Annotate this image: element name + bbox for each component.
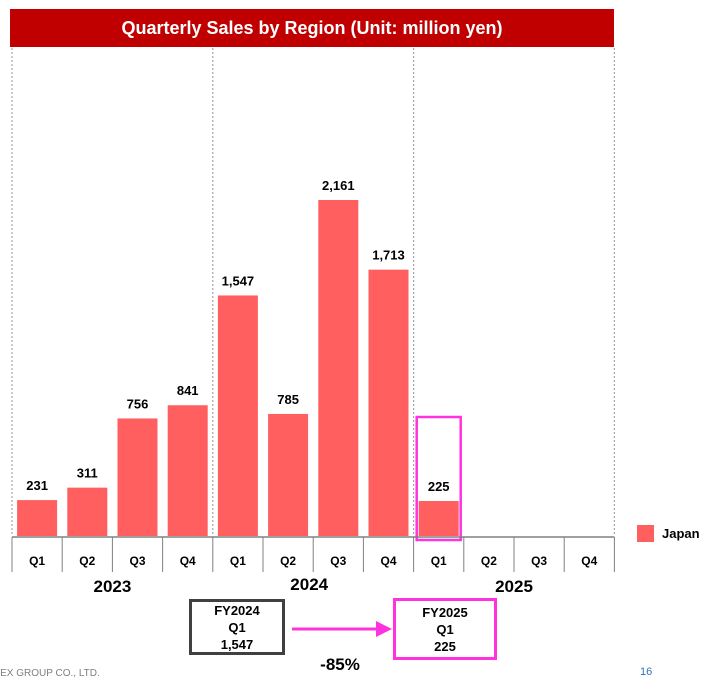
comparison-previous-label: FY2024 <box>214 602 260 618</box>
bar-3 <box>117 418 158 536</box>
x-tick-label-4: Q4 <box>180 554 196 568</box>
bar-2 <box>67 487 108 536</box>
data-label-1: 231 <box>26 478 48 493</box>
change-percentage: -85% <box>320 655 360 674</box>
highlight-box <box>415 415 462 542</box>
comparison-previous-box: FY2024 Q1 1,547 <box>189 599 285 655</box>
x-tick-label-1: Q1 <box>29 554 45 568</box>
x-tick-label-5: Q1 <box>230 554 246 568</box>
comparison-current-box: FY2025 Q1 225 <box>393 598 497 660</box>
year-label-2023: 2023 <box>93 577 131 596</box>
x-tick-label-10: Q2 <box>481 554 497 568</box>
x-tick-label-6: Q2 <box>280 554 296 568</box>
bar-4 <box>167 405 208 536</box>
x-tick-label-12: Q4 <box>581 554 597 568</box>
data-label-3: 756 <box>127 396 149 411</box>
x-tick-label-9: Q1 <box>431 554 447 568</box>
data-label-8: 1,713 <box>372 248 405 263</box>
chart-title: Quarterly Sales by Region (Unit: million… <box>10 9 614 47</box>
bar-7 <box>318 200 359 536</box>
data-label-7: 2,161 <box>322 178 355 193</box>
x-tick-label-8: Q4 <box>380 554 396 568</box>
comparison-current-label: FY2025 <box>422 604 468 620</box>
x-tick-label-3: Q3 <box>129 554 145 568</box>
legend-swatch-japan <box>637 525 654 542</box>
x-tick-label-11: Q3 <box>531 554 547 568</box>
data-label-2: 311 <box>77 466 98 481</box>
year-label-2024: 2024 <box>290 575 328 594</box>
bar-9 <box>418 501 459 536</box>
legend: Japan <box>637 525 700 542</box>
data-label-5: 1,547 <box>222 273 255 288</box>
page-number: 16 <box>640 666 653 678</box>
data-label-4: 841 <box>177 383 199 398</box>
x-tick-label-2: Q2 <box>79 554 95 568</box>
bar-6 <box>268 413 309 536</box>
legend-label-japan: Japan <box>662 526 700 541</box>
footer-company: TEX GROUP CO., LTD. <box>0 668 100 679</box>
year-label-2025: 2025 <box>495 577 533 596</box>
bar-8 <box>368 269 409 536</box>
data-label-9: 225 <box>428 479 450 494</box>
bar-5 <box>217 295 258 536</box>
data-label-6: 785 <box>277 392 299 407</box>
bar-1 <box>17 500 58 536</box>
comparison-current-value: 225 <box>434 638 456 654</box>
comparison-previous-value: 1,547 <box>220 636 254 652</box>
x-tick-label-7: Q3 <box>330 554 346 568</box>
comparison-previous-quarter: Q1 <box>228 619 246 635</box>
comparison-arrow-head <box>376 621 392 637</box>
comparison-current-quarter: Q1 <box>436 621 454 637</box>
